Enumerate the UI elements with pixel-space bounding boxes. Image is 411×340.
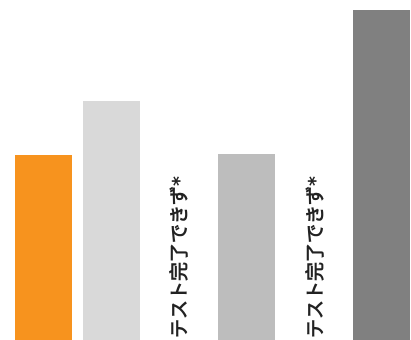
chart-marks: テスト完了できず* テスト完了できず* <box>15 10 410 340</box>
bar-na-label: テスト完了できず* <box>168 176 191 338</box>
bar <box>83 101 140 340</box>
bar <box>353 10 410 340</box>
bar <box>218 154 275 340</box>
bar <box>15 155 72 340</box>
bar-na-label: テスト完了できず* <box>304 176 327 338</box>
